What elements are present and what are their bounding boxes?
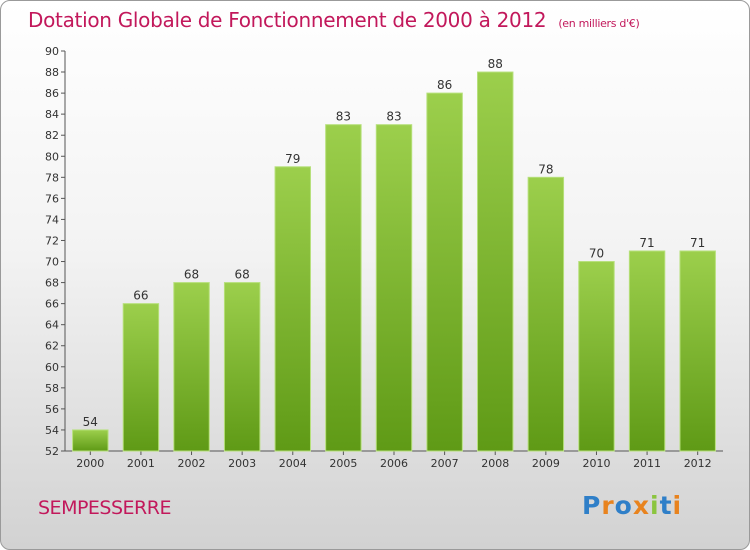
y-tick-label: 52	[45, 445, 59, 458]
bar-2010	[578, 261, 615, 452]
data-label-2010: 70	[589, 247, 604, 261]
data-label-2008: 88	[488, 57, 503, 71]
logo-letter: i	[650, 491, 660, 520]
logo-letter: r	[601, 491, 615, 520]
bar-2006	[375, 124, 413, 452]
data-label-2000: 54	[83, 415, 98, 429]
y-tick-label: 74	[45, 213, 59, 226]
bar-2000	[72, 429, 109, 452]
bar-2003	[223, 282, 261, 452]
x-tick-label-2009: 2009	[532, 457, 560, 470]
y-tick-label: 60	[45, 361, 59, 374]
x-tick-label-2000: 2000	[76, 457, 104, 470]
data-label-2005: 83	[336, 110, 351, 124]
y-tick-label: 70	[45, 256, 59, 269]
x-tick-label-2002: 2002	[178, 457, 206, 470]
x-tick-label-2005: 2005	[329, 457, 357, 470]
logo-letter: x	[632, 491, 650, 520]
bar-2007	[426, 92, 463, 452]
data-label-2004: 79	[285, 152, 300, 166]
chart-subtitle: (en milliers d'€)	[558, 17, 640, 30]
y-tick-label: 64	[45, 319, 59, 332]
bar-2008	[477, 71, 514, 452]
logo-letter: t	[659, 491, 673, 520]
x-tick-label-2011: 2011	[633, 457, 661, 470]
commune-name: SEMPESSERRE	[38, 497, 171, 519]
y-tick-label: 62	[45, 340, 59, 353]
y-tick-label: 54	[45, 424, 59, 437]
bar-2001	[122, 303, 160, 452]
logo-letter: i	[672, 491, 683, 520]
y-tick-label: 88	[45, 66, 59, 79]
data-label-2003: 68	[235, 268, 250, 282]
bar-2011	[628, 250, 666, 452]
bar-layer	[72, 71, 716, 452]
proxiti-logo[interactable]: Proxiti	[582, 491, 682, 520]
x-tick-label-2008: 2008	[481, 457, 509, 470]
bar-2012	[679, 250, 716, 452]
y-tick-label: 56	[45, 403, 59, 416]
data-label-2011: 71	[639, 236, 654, 250]
y-tick-label: 76	[45, 192, 59, 205]
bar-2005	[325, 124, 362, 452]
y-tick-label: 58	[45, 382, 59, 395]
bar-2002	[173, 282, 210, 452]
bar-2004	[274, 166, 311, 452]
chart-title: Dotation Globale de Fonctionnement de 20…	[28, 8, 640, 32]
data-label-2007: 86	[437, 78, 452, 92]
logo-letter: P	[582, 491, 602, 520]
y-tick-label: 86	[45, 87, 59, 100]
data-label-2006: 83	[386, 110, 401, 124]
y-tick-label: 90	[45, 45, 59, 58]
x-tick-label-2004: 2004	[279, 457, 307, 470]
x-tick-label-2012: 2012	[684, 457, 712, 470]
y-tick-label: 66	[45, 298, 59, 311]
data-label-2009: 78	[538, 162, 553, 176]
x-tick-label-2006: 2006	[380, 457, 408, 470]
chart-title-text: Dotation Globale de Fonctionnement de 20…	[28, 8, 547, 32]
y-tick-label: 80	[45, 150, 59, 163]
data-label-2002: 68	[184, 268, 199, 282]
x-tick-label-2010: 2010	[582, 457, 610, 470]
label-layer: 2000 54 2001 66 2002 68 2003 68 2004 79 2005 83 2006…	[76, 57, 711, 470]
y-tick-label: 84	[45, 108, 59, 121]
data-label-2012: 71	[690, 236, 705, 250]
logo-letter: o	[614, 491, 633, 520]
y-tick-label: 68	[45, 277, 59, 290]
axis-layer: 52 54 56 58 60 62 64 66 68 70 72 74 76 78 80 82 84 86 88 90	[45, 45, 723, 458]
y-tick-label: 78	[45, 171, 59, 184]
x-tick-label-2003: 2003	[228, 457, 256, 470]
bar-2009	[527, 176, 565, 452]
data-label-2001: 66	[133, 289, 148, 303]
x-tick-label-2001: 2001	[127, 457, 155, 470]
x-tick-label-2007: 2007	[431, 457, 459, 470]
y-tick-label: 72	[45, 234, 59, 247]
y-tick-label: 82	[45, 129, 59, 142]
